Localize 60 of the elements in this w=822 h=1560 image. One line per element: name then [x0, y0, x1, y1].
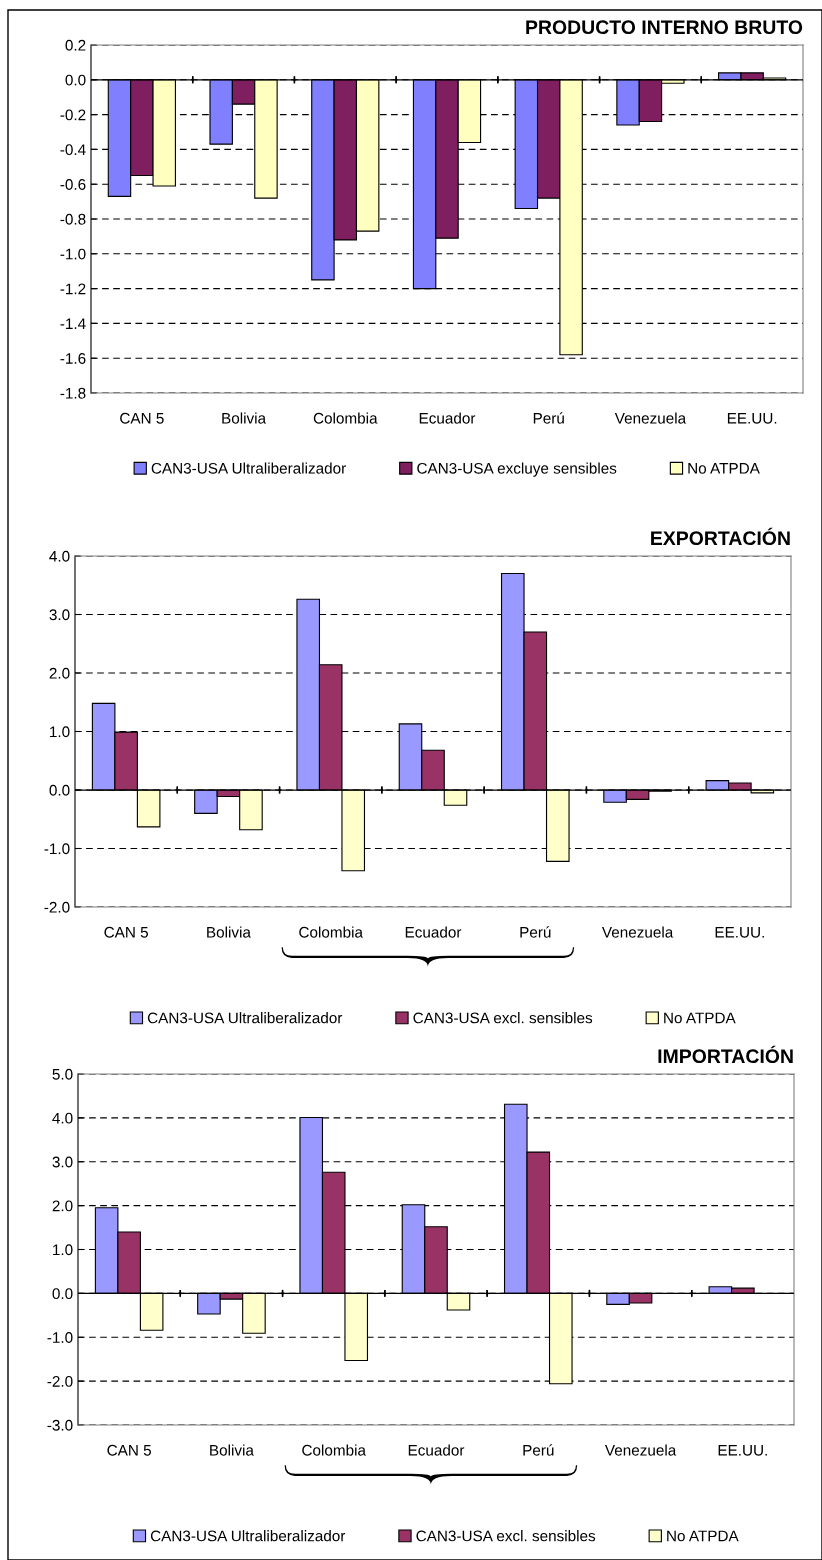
y-tick-label: 2.0: [49, 667, 70, 679]
y-tick-label: 4.0: [49, 550, 70, 562]
x-tick-label: EE.UU.: [715, 927, 764, 938]
y-tick-label: -3.0: [47, 1419, 73, 1431]
legend-label: CAN3-USA Ultraliberalizador: [147, 1012, 343, 1024]
x-tick-label: EE.UU.: [718, 1445, 767, 1456]
x-tick-label: CAN 5: [120, 412, 164, 424]
y-tick-label: -1.6: [60, 353, 86, 364]
y-tick-label: 4.0: [52, 1112, 73, 1124]
y-tick-label: 3.0: [52, 1156, 73, 1168]
y-tick-label: 0.0: [49, 784, 70, 796]
y-tick-label: 1.0: [53, 1244, 73, 1256]
legend-label: No ATPDA: [664, 1012, 736, 1024]
y-tick-label: -1.0: [47, 1332, 73, 1343]
x-tick-label: CAN 5: [107, 1444, 151, 1456]
x-tick-label: Colombia: [313, 412, 378, 424]
y-tick-label: -0.2: [60, 109, 86, 121]
y-tick-label: -1.0: [60, 248, 86, 260]
y-tick-label: 0.2: [65, 39, 86, 51]
x-tick-label: Bolivia: [207, 926, 251, 938]
x-tick-label: EE.UU.: [727, 413, 777, 424]
chart-title: PRODUCTO INTERNO BRUTO: [526, 20, 803, 35]
y-tick-label: -1.2: [60, 283, 86, 295]
chart-title: IMPORTACIÓN: [658, 1045, 793, 1064]
x-tick-label: Perú: [523, 1444, 554, 1456]
y-tick-label: 3.0: [49, 609, 70, 621]
chart-title: EXPORTACIÓN: [651, 527, 790, 546]
y-tick-label: 0.0: [52, 1288, 73, 1300]
y-tick-label: -0.8: [60, 213, 86, 225]
y-tick-label: -0.6: [60, 179, 86, 190]
y-tick-label: -1.4: [60, 318, 86, 329]
x-tick-label: Ecuador: [419, 412, 476, 424]
legend-label: No ATPDA: [688, 463, 760, 474]
x-tick-label: Ecuador: [405, 926, 462, 938]
y-tick-label: -0.4: [60, 144, 86, 156]
y-tick-label: 5.0: [52, 1068, 73, 1080]
y-tick-label: 0.0: [65, 74, 86, 86]
x-tick-label: Bolivia: [210, 1444, 254, 1456]
y-tick-label: -1.0: [44, 843, 70, 855]
legend-label: CAN3-USA excl. sensibles: [416, 1530, 596, 1542]
x-tick-label: Bolivia: [222, 412, 267, 424]
x-tick-label: Ecuador: [408, 1444, 465, 1456]
y-tick-label: -1.8: [60, 387, 86, 399]
x-tick-label: CAN 5: [104, 926, 148, 938]
x-tick-label: Colombia: [302, 1444, 366, 1456]
legend-label: CAN3-USA Ultraliberalizador: [150, 1530, 346, 1542]
legend-label: CAN3-USA Ultraliberalizador: [151, 462, 346, 474]
x-tick-label: Colombia: [299, 926, 363, 938]
y-tick-label: 1.0: [50, 726, 70, 738]
y-tick-label: 2.0: [52, 1200, 73, 1212]
x-tick-label: Perú: [520, 926, 551, 938]
legend-label: CAN3-USA excluye sensibles: [417, 462, 617, 477]
legend-label: CAN3-USA excl. sensibles: [413, 1012, 593, 1024]
x-tick-label: Venezuela: [614, 412, 687, 424]
x-tick-label: Venezuela: [604, 1444, 677, 1456]
x-tick-label: Venezuela: [601, 926, 674, 938]
x-tick-label: Perú: [533, 412, 564, 424]
y-tick-label: -2.0: [47, 1375, 73, 1387]
y-tick-label: -2.0: [44, 901, 70, 913]
legend-label: No ATPDA: [667, 1530, 739, 1542]
